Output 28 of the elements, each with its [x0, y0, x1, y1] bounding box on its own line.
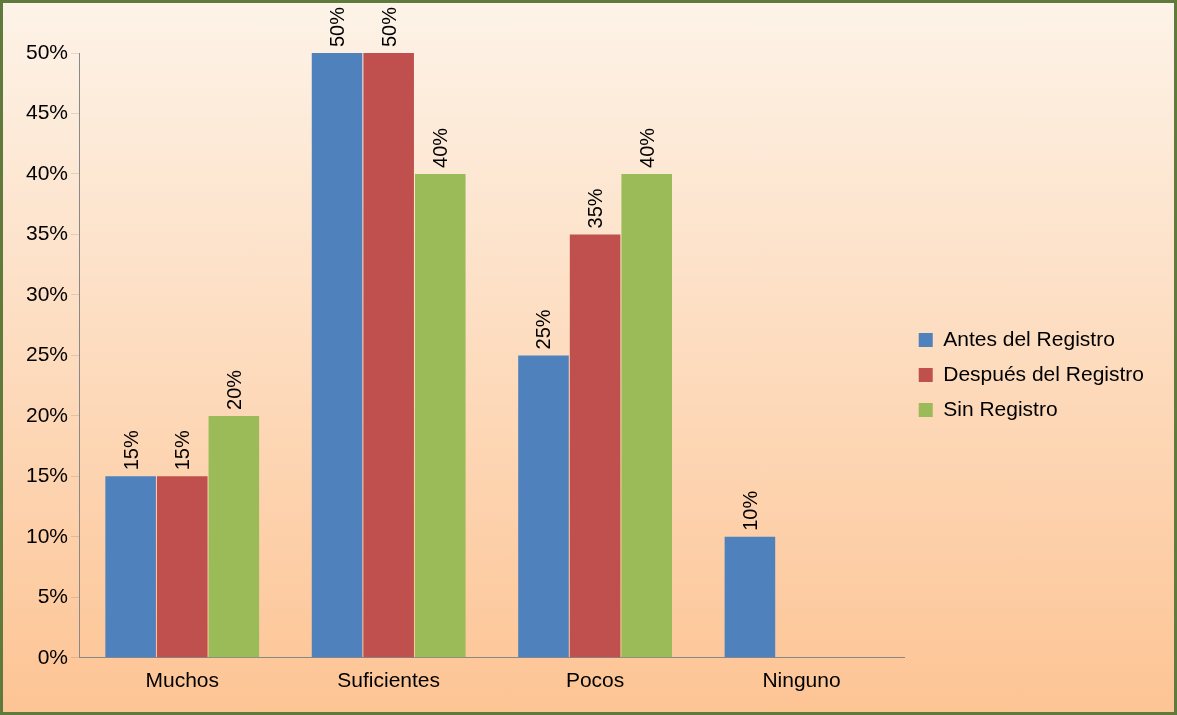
y-tick-label: 35%	[26, 221, 69, 245]
data-label: 50%	[377, 6, 400, 47]
data-label: 15%	[119, 430, 142, 471]
data-label: 10%	[738, 490, 761, 531]
data-label: 35%	[584, 188, 607, 229]
data-label: 40%	[635, 127, 658, 168]
x-tick-label: Ninguno	[762, 668, 841, 692]
x-tick-label: Muchos	[145, 668, 220, 692]
y-tick-label: 40%	[26, 160, 69, 184]
y-tick-label: 20%	[26, 402, 69, 426]
y-tick-label: 5%	[37, 584, 69, 608]
legend-label: Sin Registro	[943, 396, 1058, 420]
legend-label: Después del Registro	[943, 361, 1145, 385]
data-label: 50%	[326, 6, 349, 47]
y-tick-label: 0%	[37, 644, 69, 668]
y-tick-label: 10%	[26, 523, 69, 547]
data-label: 25%	[532, 309, 555, 350]
y-tick-label: 30%	[26, 281, 69, 305]
x-tick-label: Pocos	[565, 668, 625, 692]
data-label: 40%	[429, 127, 452, 168]
y-tick-label: 45%	[26, 100, 69, 124]
y-tick-label: 25%	[26, 342, 69, 366]
data-label: 20%	[222, 369, 245, 410]
y-tick-label: 50%	[26, 39, 69, 63]
data-label: 15%	[171, 430, 194, 471]
x-tick-label: Suficientes	[337, 668, 441, 692]
y-tick-label: 15%	[26, 463, 69, 487]
legend-label: Antes del Registro	[943, 326, 1115, 350]
